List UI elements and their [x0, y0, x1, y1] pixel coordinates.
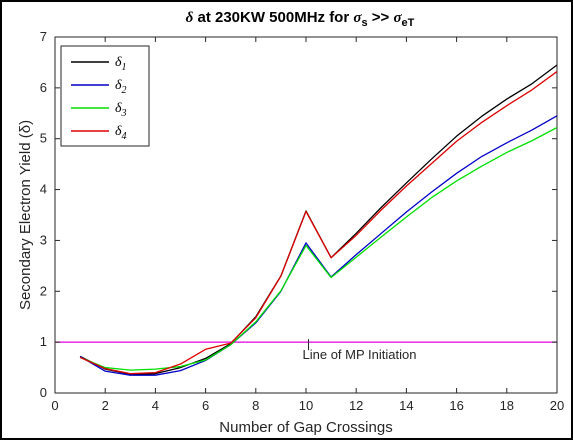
- legend-label-3: δ3: [115, 101, 127, 119]
- y-tick-label-6: 6: [40, 80, 47, 95]
- x-tick-label-5: 10: [299, 398, 313, 413]
- y-tick-label-5: 5: [40, 131, 47, 146]
- series-line-4: [79, 71, 558, 375]
- y-tick-label-7: 7: [40, 29, 47, 44]
- x-tick-label-3: 6: [202, 398, 209, 413]
- y-axis-label: Secondary Electron Yield (δ): [17, 120, 34, 310]
- x-tick-label-0: 0: [51, 398, 58, 413]
- y-tick-label-2: 2: [40, 283, 47, 298]
- x-tick-label-10: 20: [550, 398, 564, 413]
- series-line-2: [79, 115, 558, 376]
- legend-label-2: δ2: [115, 78, 127, 96]
- x-tick-label-2: 4: [152, 398, 159, 413]
- y-tick-label-3: 3: [40, 232, 47, 247]
- y-tick-label-0: 0: [40, 385, 47, 400]
- x-tick-label-6: 12: [349, 398, 363, 413]
- reference-line-label: Line of MP Initiation: [303, 347, 417, 362]
- reference-layer: [55, 339, 557, 351]
- legend-label-4: δ4: [115, 124, 127, 142]
- chart-title: δ at 230KW 500MHz for σs >> σeT: [186, 9, 415, 29]
- x-axis-label: Number of Gap Crossings: [219, 419, 392, 436]
- y-tick-label-1: 1: [40, 334, 47, 349]
- legend: δ1 δ2 δ3 δ4: [60, 45, 150, 147]
- x-tick-label-7: 14: [399, 398, 413, 413]
- x-tick-label-9: 18: [500, 398, 514, 413]
- x-tick-label-1: 2: [102, 398, 109, 413]
- x-tick-label-8: 16: [449, 398, 463, 413]
- x-tick-label-4: 8: [252, 398, 259, 413]
- legend-label-1: δ1: [115, 55, 127, 73]
- series-layer: [79, 64, 558, 376]
- series-line-3: [79, 126, 558, 371]
- y-tick-label-4: 4: [40, 182, 47, 197]
